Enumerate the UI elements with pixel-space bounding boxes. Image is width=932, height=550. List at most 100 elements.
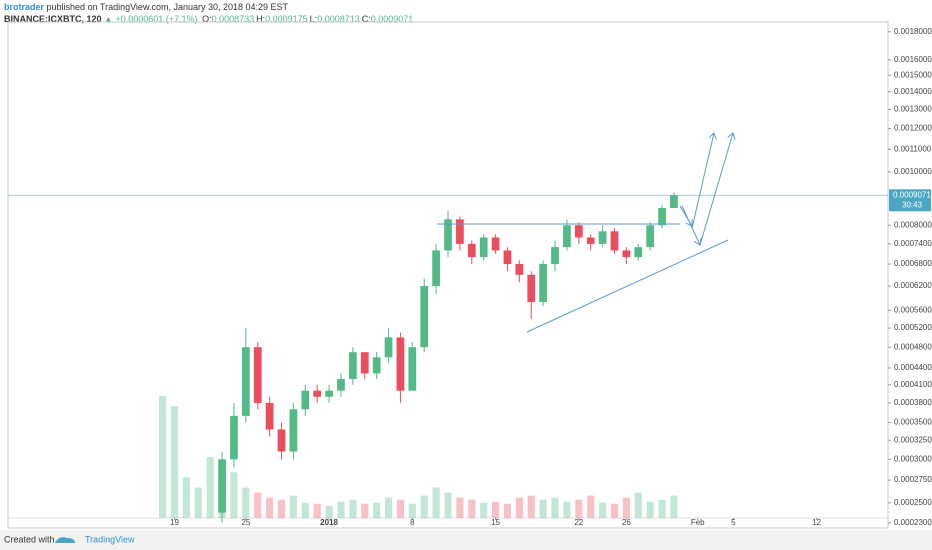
volume-bar [551,497,559,518]
y-tick-label: 0.0008000 [894,220,932,229]
y-tick-label: 0.0014000 [894,87,932,96]
x-tick-label: 22 [574,518,583,527]
volume-bar [301,502,309,518]
y-tick-label: 0.0016000 [894,55,932,64]
volume-bar [325,505,333,518]
x-tick-label: 12 [812,518,821,527]
volume-bar [527,495,535,518]
volume-bar [384,497,393,518]
footer-created: Created with [4,534,55,544]
candle-body [360,352,369,374]
y-tick-label: 0.0002500 [894,498,932,507]
candle-body [598,231,607,244]
volume-bar [503,503,512,518]
x-tick-label: 5 [731,518,736,527]
candle-body [527,274,536,303]
x-tick-label: 25 [241,518,250,527]
y-tick-label: 0.0004800 [894,342,932,351]
volume-bar [194,487,202,518]
x-tick-label: 8 [410,518,415,527]
candle-body [218,459,226,513]
y-tick-label: 0.0010000 [894,167,932,176]
candle-body [277,429,286,452]
quote-value: 0.0008733 [211,14,255,24]
candle-body [670,195,678,209]
candle-body [574,225,583,238]
candle-body [634,247,643,258]
footer-brand[interactable]: TradingView [85,534,135,544]
candle-body [396,337,405,391]
quote-value: 0.0009175 [265,14,308,24]
quote-label: H: [256,14,266,24]
candle-body [289,409,298,452]
up-icon: ▲ [104,14,113,24]
volume-bar [206,457,214,518]
quote-value: 0.0009071 [370,14,414,24]
candle-body [372,357,381,374]
y-tick-label: 0.0005600 [894,306,932,315]
symbol: BINANCE:ICXBTC, 120 [4,14,102,24]
published: published on TradingView.com, January 30… [46,2,289,12]
y-tick-label: 0.0006800 [894,259,932,268]
candle-body [467,243,476,258]
volume-bar [289,495,297,518]
quote: O:0.0008733 H:0.0009175 L:0.0008713 C:0.000… [200,14,413,24]
candle-body [658,208,666,226]
y-tick-label: 0.0003250 [894,435,932,444]
footer-bar [0,530,932,550]
volume-bar [266,497,274,518]
candle-body [456,219,464,244]
volume-bar [587,495,595,518]
candle-body [491,237,500,251]
author[interactable]: brotrader [4,2,45,12]
x-tick-label: 2018 [320,518,338,527]
volume-bar [337,501,345,518]
volume-bar [480,502,488,518]
x-tick-label: 26 [622,518,631,527]
candle-body [420,286,429,348]
candle-body [563,225,571,248]
volume-bar [396,499,404,518]
y-tick-label: 0.0007400 [894,239,932,248]
candle-body [622,250,631,258]
volume-bar [361,503,369,518]
candle-body [479,237,488,258]
volume-bar [610,503,619,518]
x-tick-label: 19 [170,518,179,527]
candle-body [432,250,440,287]
volume-bar [242,487,250,518]
volume-bar [515,497,523,518]
drawings [437,133,733,333]
support-line [526,239,729,333]
change: +0.0000601 (+7.1%) [115,14,198,24]
candle-body [539,264,547,303]
candle-body [301,390,310,410]
volume-bar [170,406,179,518]
candle-body [349,352,357,380]
volume-bar [349,499,357,518]
y-tick-label: 0.0004400 [894,363,932,372]
y-tick-label: 0.0004100 [894,380,932,389]
y-tick-label: 0.0002300 [894,518,932,527]
arrow [681,205,700,245]
candle-body [253,347,262,403]
volume-bar [492,501,500,518]
volume-bar [563,501,571,518]
y-tick-label: 0.0018000 [894,27,932,36]
arrow [699,133,733,246]
countdown: 30:43 [902,200,923,209]
legend: BINANCE:ICXBTC, 120 ▲ +0.0000601 (+7.1%)… [4,14,413,24]
volume-bar [182,477,190,518]
y-tick-label: 0.0015000 [894,70,932,79]
y-tick-label: 0.0003000 [894,454,932,463]
volume-bar [420,495,428,518]
y-tick-label: 0.0005200 [894,323,932,332]
volume-bar [599,502,607,518]
candle-body [610,231,619,251]
quote-label: C: [361,14,371,24]
y-tick-label: 0.0013000 [894,105,932,114]
candle-body [408,347,417,391]
candle-body [241,347,250,416]
candle-body [515,264,524,275]
